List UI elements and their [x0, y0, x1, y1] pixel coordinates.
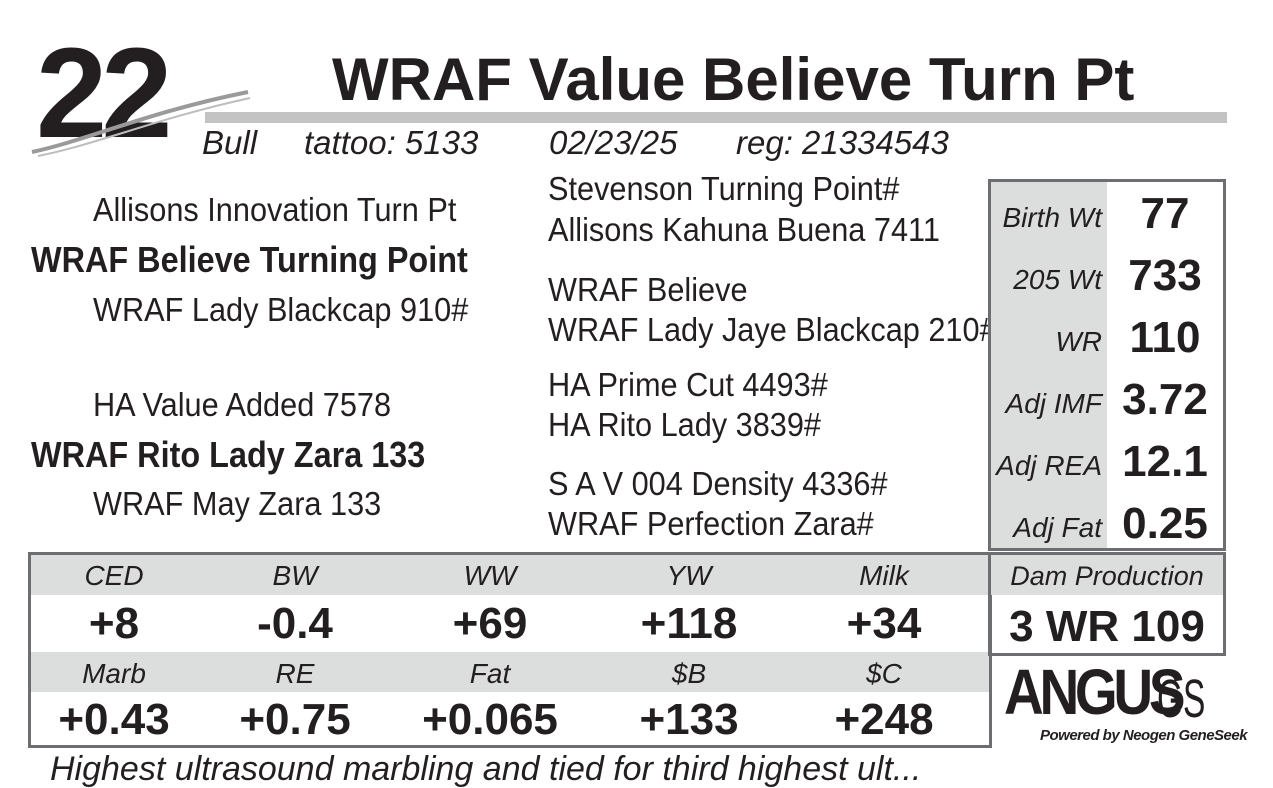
epd-label-yw: YW — [666, 560, 712, 591]
pedigree-sire-sire: Allisons Innovation Turn Pt — [93, 191, 457, 228]
perf-value-adj-rea: 12.1 — [1122, 437, 1208, 486]
epd-value-fat: +0.065 — [422, 695, 558, 744]
epd-label-band-2 — [31, 652, 989, 692]
footnote-text: Highest ultrasound marbling and tied for… — [50, 750, 922, 788]
perf-label-adj-rea: Adj REA — [996, 450, 1102, 481]
perf-label-adj-imf: Adj IMF — [1005, 388, 1102, 419]
pedigree-dam-sire-dam: HA Rito Lady 3839# — [548, 406, 821, 443]
swoosh-decoration — [31, 90, 251, 157]
epd-label-milk: Milk — [859, 560, 909, 591]
pedigree-dam-dam-dam: WRAF Perfection Zara# — [548, 505, 874, 542]
perf-label-wr: WR — [1055, 326, 1102, 357]
pedigree-sire-dam-sire: WRAF Believe — [548, 271, 748, 308]
perf-label-205-wt: 205 Wt — [1013, 264, 1102, 295]
epd-value-ww: +69 — [452, 599, 528, 648]
dam-production-label: Dam Production — [1010, 561, 1204, 591]
title-underline — [205, 112, 1227, 123]
tattoo-label: tattoo: 5133 — [304, 124, 479, 161]
pedigree-dam: WRAF Rito Lady Zara 133 — [31, 434, 426, 475]
epd-label-band-1 — [31, 555, 989, 595]
sex-label: Bull — [202, 124, 258, 161]
perf-value-adj-fat: 0.25 — [1122, 499, 1208, 548]
animal-name: WRAF Value Believe Turn Pt — [332, 46, 1135, 113]
birth-date: 02/23/25 — [549, 124, 678, 161]
epd-label-dollar-b: $B — [671, 658, 707, 689]
performance-label-column — [991, 182, 1107, 548]
dam-production-box — [988, 552, 1226, 656]
dam-production-value: 3 WR 109 — [1009, 602, 1205, 651]
epd-value-milk: +34 — [846, 599, 922, 648]
pedigree-sire-sire-dam: Allisons Kahuna Buena 7411 — [548, 211, 940, 248]
registration-number: reg: 21334543 — [736, 124, 949, 161]
pedigree-dam-sire-sire: HA Prime Cut 4493# — [548, 366, 828, 403]
pedigree-sire-dam-dam: WRAF Lady Jaye Blackcap 210# — [548, 311, 997, 348]
angus-logo-suffix: GS — [1157, 669, 1206, 729]
pedigree-dam-dam: WRAF May Zara 133 — [93, 485, 382, 522]
perf-label-birth-wt: Birth Wt — [1002, 202, 1102, 233]
epd-value-dollar-b: +133 — [639, 695, 739, 744]
epd-label-bw: BW — [272, 560, 318, 591]
epd-value-marb: +0.43 — [58, 695, 170, 744]
epd-label-fat: Fat — [469, 658, 511, 689]
pedigree-sire-sire-sire: Stevenson Turning Point# — [548, 170, 900, 207]
perf-value-adj-imf: 3.72 — [1122, 375, 1208, 424]
perf-label-adj-fat: Adj Fat — [1013, 512, 1102, 543]
angus-logo-tagline: Powered by Neogen GeneSeek — [1040, 727, 1248, 744]
epd-value-bw: -0.4 — [257, 599, 333, 648]
pedigree-dam-sire: HA Value Added 7578 — [93, 386, 392, 423]
pedigree-sire-dam: WRAF Lady Blackcap 910# — [93, 291, 469, 328]
performance-box — [988, 179, 1226, 551]
lot-number: 22 — [36, 22, 172, 165]
epd-value-dollar-c: +248 — [834, 695, 934, 744]
epd-value-re: +0.75 — [239, 695, 351, 744]
perf-value-wr: 110 — [1129, 313, 1201, 362]
dam-production-band — [991, 555, 1223, 595]
epd-label-dollar-c: $C — [866, 658, 902, 689]
epd-label-marb: Marb — [82, 658, 146, 689]
pedigree-sire: WRAF Believe Turning Point — [31, 239, 468, 280]
angus-logo-text: ANGUS — [1004, 656, 1186, 728]
epd-value-yw: +118 — [640, 599, 738, 648]
epd-label-ww: WW — [463, 560, 517, 591]
pedigree-dam-dam-sire: S A V 004 Density 4336# — [548, 465, 888, 502]
epd-value-ced: +8 — [88, 599, 140, 648]
perf-value-birth-wt: 77 — [1140, 189, 1190, 238]
perf-value-205-wt: 733 — [1128, 251, 1202, 300]
epd-label-ced: CED — [84, 560, 144, 591]
epd-label-re: RE — [275, 658, 315, 689]
